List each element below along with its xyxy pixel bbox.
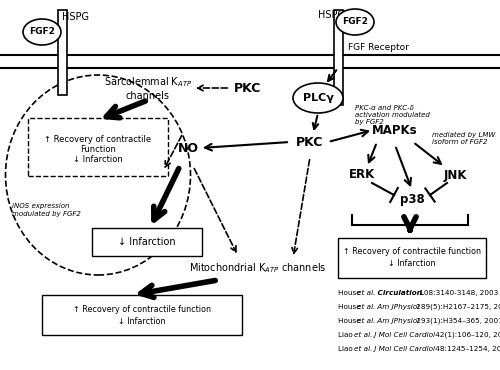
Text: HSPG: HSPG (62, 12, 89, 22)
Ellipse shape (23, 19, 61, 45)
Text: et al.: et al. (356, 304, 375, 310)
Text: 293(1):H354–365, 2007: 293(1):H354–365, 2007 (414, 318, 500, 324)
Text: Mitochondrial K$_{ATP}$ channels: Mitochondrial K$_{ATP}$ channels (190, 261, 326, 275)
Text: ↑ Recovery of contractile function: ↑ Recovery of contractile function (343, 248, 481, 256)
Text: 48:1245–1254, 2010: 48:1245–1254, 2010 (433, 346, 500, 352)
Text: 108:3140-3148, 2003: 108:3140-3148, 2003 (417, 290, 498, 296)
Text: PLCγ: PLCγ (302, 93, 334, 103)
Text: et al.: et al. (356, 318, 375, 324)
Bar (92, 228, 202, 256)
Text: Liao: Liao (338, 346, 355, 352)
Text: mediated by LMW
isoform of FGF2: mediated by LMW isoform of FGF2 (432, 131, 495, 145)
Text: ↑ Recovery of contractile function: ↑ Recovery of contractile function (73, 305, 211, 313)
Text: House: House (338, 304, 363, 310)
Text: Am JPhysiol: Am JPhysiol (375, 304, 420, 310)
Bar (334, 10, 342, 105)
Text: FGF2: FGF2 (29, 27, 55, 37)
Text: HSPG: HSPG (318, 10, 345, 20)
Text: PKC: PKC (296, 135, 324, 148)
Text: 289(5):H2167–2175, 2005: 289(5):H2167–2175, 2005 (414, 304, 500, 310)
Text: JNK: JNK (444, 168, 467, 182)
Text: et al.: et al. (354, 346, 372, 352)
Text: et al.: et al. (356, 290, 375, 296)
Text: FGF Receptor: FGF Receptor (348, 44, 409, 53)
Text: MAPKs: MAPKs (372, 124, 418, 137)
Text: PKC: PKC (234, 81, 262, 94)
Text: Am JPhysiol: Am JPhysiol (375, 318, 420, 324)
Text: ↑ Recovery of contractile: ↑ Recovery of contractile (44, 135, 152, 144)
Text: ERK: ERK (349, 168, 375, 182)
Text: ↓ Infarction: ↓ Infarction (388, 259, 436, 269)
Bar (338, 238, 486, 278)
Text: ↓ Infarction: ↓ Infarction (118, 316, 166, 326)
Text: Circulation.: Circulation. (375, 290, 425, 296)
Text: House: House (338, 290, 363, 296)
Text: iNOS expression
modulated by FGF2: iNOS expression modulated by FGF2 (12, 204, 81, 216)
Bar (42, 295, 242, 335)
Text: et al.: et al. (354, 332, 372, 338)
Bar (28, 118, 168, 176)
Text: Liao: Liao (338, 332, 355, 338)
Text: NO: NO (178, 141, 199, 155)
Text: J Mol Cell Cardiol: J Mol Cell Cardiol (372, 332, 435, 338)
Text: House: House (338, 318, 363, 324)
Text: 42(1):106–120, 2007: 42(1):106–120, 2007 (433, 332, 500, 339)
Text: J Mol Cell Cardiol: J Mol Cell Cardiol (372, 346, 435, 352)
Text: FGF2: FGF2 (342, 17, 368, 27)
Ellipse shape (336, 9, 374, 35)
Text: Sarcolemmal K$_{ATP}$
channels: Sarcolemmal K$_{ATP}$ channels (104, 75, 192, 101)
Text: ↓ Infarction: ↓ Infarction (73, 155, 123, 165)
Bar (58, 10, 66, 95)
Ellipse shape (293, 83, 343, 113)
Text: ↓ Infarction: ↓ Infarction (118, 237, 176, 247)
Text: p38: p38 (400, 194, 424, 206)
Text: Function: Function (80, 145, 116, 154)
Text: PKC-α and PKC-δ
activation modulated
by FGF2: PKC-α and PKC-δ activation modulated by … (355, 105, 430, 125)
